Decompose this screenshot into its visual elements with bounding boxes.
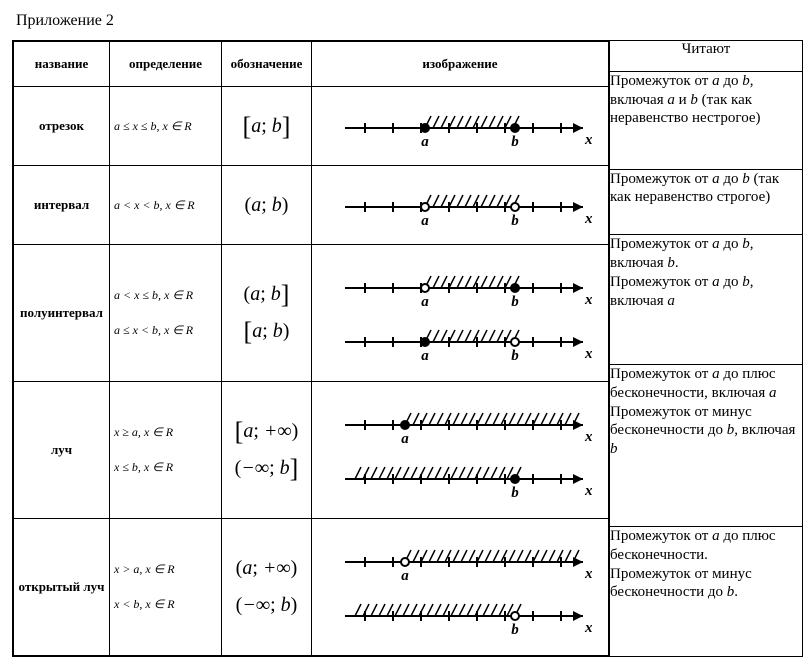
svg-text:x: x <box>584 429 593 445</box>
svg-text:x: x <box>584 620 593 636</box>
name-cell: полуинтервал <box>14 245 110 382</box>
diagram-cell: axbx <box>312 519 609 656</box>
svg-text:x: x <box>584 292 593 308</box>
number-line: abx <box>325 102 595 150</box>
inner-table: название определение обозначение изображ… <box>13 41 609 656</box>
diagram-cell: abx <box>312 87 609 166</box>
svg-text:x: x <box>584 346 593 362</box>
name-cell: луч <box>14 382 110 519</box>
svg-text:b: b <box>511 622 519 638</box>
th-name: название <box>14 42 110 87</box>
notation-cell: [a; +∞)(−∞; b] <box>222 382 312 519</box>
svg-text:b: b <box>511 134 519 150</box>
svg-text:x: x <box>584 211 593 227</box>
notation-cell: (a; b) <box>222 166 312 245</box>
svg-text:a: a <box>421 213 429 229</box>
svg-text:x: x <box>584 132 593 148</box>
svg-text:a: a <box>421 348 429 364</box>
name-cell: отрезок <box>14 87 110 166</box>
number-line: bx <box>325 453 595 501</box>
definition-cell: a < x ≤ b, x ∈ Ra ≤ x < b, x ∈ R <box>110 245 222 382</box>
read-0: Промежуток от a до b, включая a и b (так… <box>610 72 802 128</box>
th-read: Читают <box>610 41 803 72</box>
definition-cell: x > a, x ∈ Rx < b, x ∈ R <box>110 519 222 656</box>
number-line: abx <box>325 316 595 364</box>
svg-text:b: b <box>511 485 519 501</box>
svg-text:a: a <box>401 431 409 447</box>
table-row: лучx ≥ a, x ∈ Rx ≤ b, x ∈ R[a; +∞)(−∞; b… <box>14 382 609 519</box>
read-1: Промежуток от a до b (так как неравенств… <box>610 170 802 208</box>
svg-text:x: x <box>584 483 593 499</box>
diagram-cell: axbx <box>312 382 609 519</box>
number-line: abx <box>325 262 595 310</box>
diagram-cell: a b x a b x <box>312 245 609 382</box>
number-line: ax <box>325 399 595 447</box>
table-row: интервалa < x < b, x ∈ R(a; b) a b x <box>14 166 609 245</box>
number-line: bx <box>325 590 595 638</box>
table-row: полуинтервалa < x ≤ b, x ∈ Ra ≤ x < b, x… <box>14 245 609 382</box>
table-row: отрезокa ≤ x ≤ b, x ∈ R[a; b] a b x <box>14 87 609 166</box>
read-3: Промежуток от a до плюс бесконечности, в… <box>610 365 802 459</box>
diagram-cell: abx <box>312 166 609 245</box>
svg-text:b: b <box>511 213 519 229</box>
svg-text:x: x <box>584 566 593 582</box>
outer-table: название определение обозначение изображ… <box>12 40 803 657</box>
read-2: Промежуток от a до b, включая b.Промежут… <box>610 235 802 310</box>
name-cell: открытый луч <box>14 519 110 656</box>
th-def: определение <box>110 42 222 87</box>
th-not: обозначение <box>222 42 312 87</box>
appendix-title: Приложение 2 <box>16 12 796 30</box>
number-line: ax <box>325 536 595 584</box>
read-4: Промежуток от a до плюс бесконечности.Пр… <box>610 527 802 602</box>
definition-cell: a < x < b, x ∈ R <box>110 166 222 245</box>
notation-cell: [a; b] <box>222 87 312 166</box>
svg-text:b: b <box>511 348 519 364</box>
svg-text:b: b <box>511 294 519 310</box>
th-img: изображение <box>312 42 609 87</box>
svg-text:a: a <box>421 294 429 310</box>
notation-cell: (a; +∞)(−∞; b) <box>222 519 312 656</box>
svg-text:a: a <box>401 568 409 584</box>
table-row: открытый лучx > a, x ∈ Rx < b, x ∈ R(a; … <box>14 519 609 656</box>
definition-cell: x ≥ a, x ∈ Rx ≤ b, x ∈ R <box>110 382 222 519</box>
name-cell: интервал <box>14 166 110 245</box>
notation-cell: (a; b][a; b) <box>222 245 312 382</box>
number-line: abx <box>325 181 595 229</box>
svg-text:a: a <box>421 134 429 150</box>
definition-cell: a ≤ x ≤ b, x ∈ R <box>110 87 222 166</box>
